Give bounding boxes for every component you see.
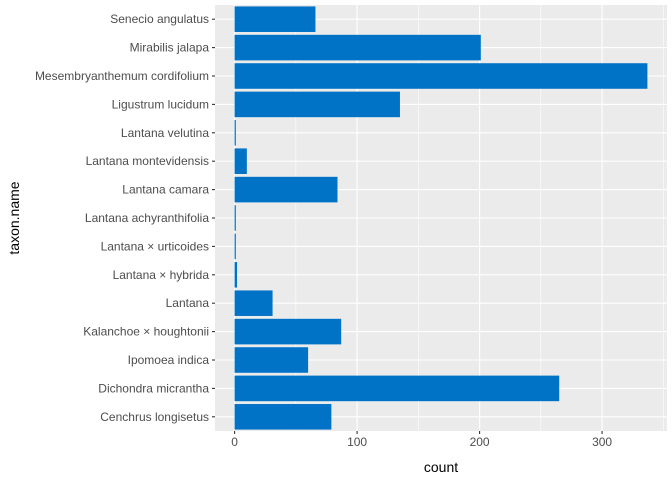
bar bbox=[234, 233, 236, 260]
x-tick-label: 100 bbox=[347, 435, 367, 449]
bar bbox=[234, 148, 247, 174]
y-tick-label: Lantana bbox=[166, 296, 210, 310]
bar bbox=[234, 375, 560, 402]
bar bbox=[234, 91, 400, 118]
x-axis-title: count bbox=[424, 459, 458, 475]
bar bbox=[234, 404, 332, 430]
bar bbox=[234, 34, 481, 61]
y-tick-label: Lantana camara bbox=[122, 183, 209, 197]
y-axis: Senecio angulatus Mirabilis jalapa Mesembr… bbox=[35, 12, 215, 424]
y-tick-label: Lantana velutina bbox=[121, 126, 209, 140]
x-tick-label: 300 bbox=[592, 435, 612, 449]
bar bbox=[234, 347, 309, 373]
y-tick-label: Mesembryanthemum cordifolium bbox=[35, 69, 209, 83]
y-tick-label: Lantana × hybrida bbox=[113, 268, 210, 282]
y-tick-label: Senecio angulatus bbox=[110, 12, 209, 26]
y-tick-label: Ligustrum lucidum bbox=[112, 97, 209, 111]
bar bbox=[234, 262, 238, 288]
bar bbox=[234, 120, 236, 146]
y-tick-label: Ipomoea indica bbox=[128, 353, 210, 367]
x-tick-label: 200 bbox=[470, 435, 490, 449]
bar bbox=[234, 290, 273, 316]
y-tick-label: Lantana × urticoides bbox=[101, 239, 209, 253]
bar bbox=[234, 176, 338, 203]
y-axis-title: taxon.name bbox=[6, 181, 22, 254]
bar bbox=[234, 6, 316, 32]
bar bbox=[234, 63, 648, 89]
bar bbox=[234, 205, 236, 231]
y-tick-label: Kalanchoe × houghtonii bbox=[83, 325, 209, 339]
y-tick-label: Mirabilis jalapa bbox=[130, 41, 210, 55]
bar bbox=[234, 318, 342, 345]
x-axis: 0 100 200 300 bbox=[231, 431, 612, 449]
bars bbox=[234, 6, 648, 430]
y-tick-label: Lantana achyranthifolia bbox=[85, 211, 209, 225]
x-tick-label: 0 bbox=[231, 435, 238, 449]
y-tick-label: Dichondra micrantha bbox=[98, 381, 209, 395]
y-tick-label: Lantana montevidensis bbox=[86, 154, 209, 168]
y-tick-label: Cenchrus longisetus bbox=[100, 410, 209, 424]
